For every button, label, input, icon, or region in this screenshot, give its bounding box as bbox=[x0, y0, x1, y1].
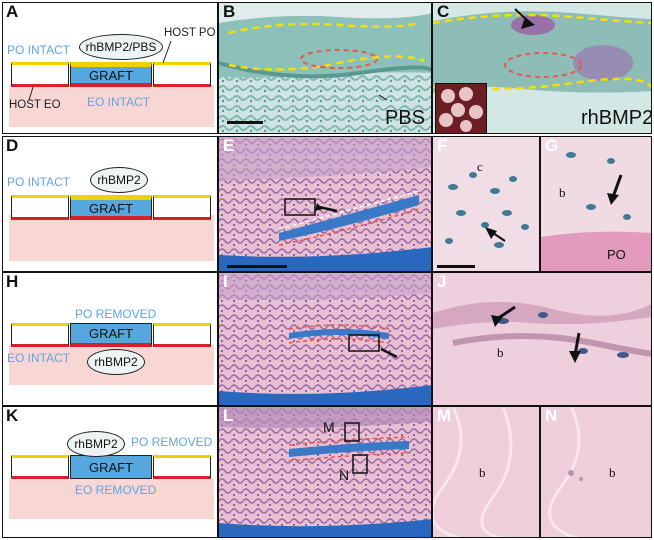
host-bone-right bbox=[153, 195, 211, 220]
rhbmp2-bubble: rhBMP2 bbox=[87, 349, 145, 375]
pbs-caption: PBS bbox=[385, 107, 426, 129]
panel-label-f: F bbox=[437, 136, 448, 155]
panel-label-d: D bbox=[6, 136, 19, 155]
cartilage-label-c: c bbox=[477, 159, 483, 174]
host-bone-right bbox=[153, 62, 211, 87]
graft-label: GRAFT bbox=[88, 67, 134, 83]
graft-label: GRAFT bbox=[88, 326, 134, 341]
host-tissue-background bbox=[9, 479, 214, 519]
host-eo-label: HOST EO bbox=[9, 99, 61, 111]
panel-label-e: E bbox=[223, 136, 235, 155]
histology-image-i bbox=[219, 273, 431, 405]
host-bone-left bbox=[11, 62, 69, 87]
inset-chondrocytes bbox=[435, 83, 487, 133]
graft-block: GRAFT bbox=[70, 62, 152, 87]
host-bone-left bbox=[11, 323, 69, 347]
histology-image-l bbox=[219, 407, 431, 537]
panel-label-i: I bbox=[223, 272, 228, 291]
histology-image-j bbox=[433, 273, 651, 405]
host-po-label: HOST PO bbox=[164, 27, 216, 39]
panel-c-histology-rhbmp2: C rhBMP2 bbox=[432, 2, 652, 134]
bone-label-b: b bbox=[479, 465, 486, 480]
panel-label-k: K bbox=[6, 406, 19, 425]
panel-m-histology: M b bbox=[432, 406, 540, 538]
host-bone-left bbox=[11, 455, 69, 479]
graft-block: GRAFT bbox=[70, 323, 152, 347]
histology-image-e bbox=[219, 137, 431, 271]
scale-bar bbox=[437, 265, 475, 268]
eo-removed-label: EO REMOVED bbox=[75, 483, 157, 497]
scale-bar bbox=[227, 121, 263, 124]
box-label-m: M bbox=[323, 419, 335, 435]
panel-label-c: C bbox=[437, 2, 450, 21]
host-tissue-background bbox=[9, 85, 214, 127]
panel-label-n: N bbox=[545, 406, 558, 425]
panel-d-diagram: D GRAFT PO INTACT rhBMP2 bbox=[2, 136, 218, 272]
graft-block: GRAFT bbox=[70, 455, 152, 479]
graft-label: GRAFT bbox=[88, 200, 134, 216]
panel-k-diagram: K GRAFT rhBMP2 PO REMOVED EO REMOVED bbox=[2, 406, 218, 538]
histology-image-m bbox=[433, 407, 539, 537]
panel-b-histology-pbs: B PBS bbox=[218, 2, 432, 134]
eo-intact-label: EO INTACT bbox=[7, 351, 71, 365]
eo-intact-label: EO INTACT bbox=[87, 95, 151, 109]
histology-image-g bbox=[541, 137, 651, 271]
scale-bar bbox=[227, 265, 287, 268]
panel-a-diagram: A GRAFT PO INTACT rhBMP2/PBS HOST PO HOS… bbox=[2, 2, 218, 134]
panel-label-m: M bbox=[437, 406, 452, 425]
panel-n-histology: N b bbox=[540, 406, 652, 538]
inset-image bbox=[439, 87, 483, 132]
rhbmp2-pbs-bubble: rhBMP2/PBS bbox=[79, 34, 163, 60]
histology-image-f bbox=[433, 137, 539, 271]
rhbmp2-bubble: rhBMP2 bbox=[67, 431, 125, 457]
po-intact-label: PO INTACT bbox=[7, 175, 71, 189]
leader-lines bbox=[28, 40, 172, 101]
panel-label-j: J bbox=[437, 272, 447, 291]
host-bone-left bbox=[11, 195, 69, 220]
panel-label-h: H bbox=[6, 272, 19, 291]
host-tissue-background bbox=[9, 215, 214, 261]
panel-label-b: B bbox=[223, 2, 236, 21]
graft-label: GRAFT bbox=[88, 459, 134, 475]
rhbmp2-bubble: rhBMP2 bbox=[90, 167, 148, 193]
panel-l-histology: L M N bbox=[218, 406, 432, 538]
panel-label-a: A bbox=[6, 2, 19, 21]
bone-label-b: b bbox=[609, 465, 616, 480]
histology-image-n bbox=[541, 407, 651, 537]
host-bone-right bbox=[153, 323, 211, 347]
bone-label-b: b bbox=[497, 345, 504, 360]
panel-i-histology: I bbox=[218, 272, 432, 406]
panel-h-diagram: H GRAFT PO REMOVED EO INTACT rhBMP2 bbox=[2, 272, 218, 406]
panel-j-histology: J b bbox=[432, 272, 652, 406]
histology-image-b bbox=[219, 13, 431, 133]
po-removed-label: PO REMOVED bbox=[75, 307, 157, 321]
periosteum-label-po: PO bbox=[607, 247, 626, 262]
box-label-n: N bbox=[339, 467, 350, 483]
po-removed-label: PO REMOVED bbox=[131, 435, 213, 449]
po-intact-label: PO INTACT bbox=[7, 43, 71, 57]
rhbmp2-caption: rhBMP2 bbox=[581, 107, 652, 129]
panel-g-histology: G b PO bbox=[540, 136, 652, 272]
graft-block: GRAFT bbox=[70, 195, 152, 220]
bone-label-b: b bbox=[559, 185, 566, 200]
panel-label-l: L bbox=[223, 406, 234, 425]
panel-f-histology: F c bbox=[432, 136, 540, 272]
host-bone-right bbox=[153, 455, 211, 479]
panel-label-g: G bbox=[545, 136, 559, 155]
panel-e-histology: E bbox=[218, 136, 432, 272]
